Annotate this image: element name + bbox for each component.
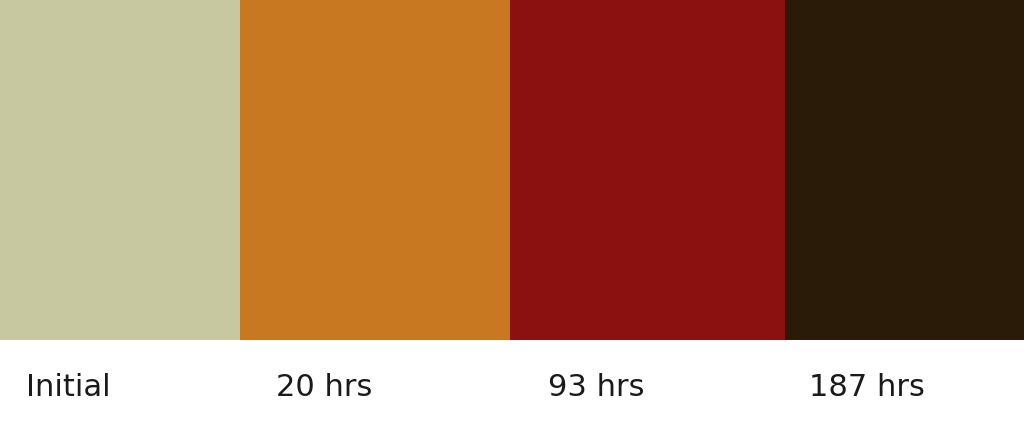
Bar <box>785 0 1024 340</box>
Bar <box>0 0 240 340</box>
Bar <box>510 0 785 340</box>
Text: 20 hrs: 20 hrs <box>276 373 373 402</box>
Text: 187 hrs: 187 hrs <box>809 373 925 402</box>
Bar <box>0 340 1024 432</box>
Text: Initial: Initial <box>26 373 111 402</box>
Text: 93 hrs: 93 hrs <box>548 373 644 402</box>
Bar <box>240 0 510 340</box>
